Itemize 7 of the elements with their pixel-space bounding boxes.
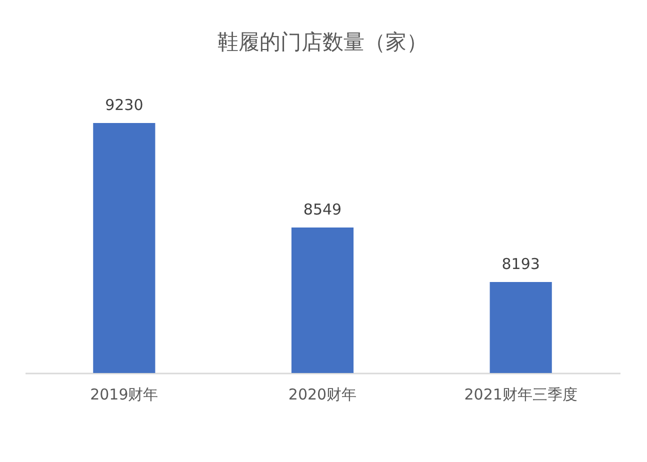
- x-tick-label: 2021财年三季度: [464, 386, 578, 404]
- data-label: 8193: [502, 255, 540, 274]
- x-tick-label: 2019财年: [90, 386, 158, 404]
- chart-title: 鞋履的门店数量（家）: [218, 30, 428, 54]
- x-tick-label: 2020财年: [288, 386, 357, 404]
- data-label: 9230: [105, 96, 144, 114]
- data-label: 8549: [303, 200, 342, 218]
